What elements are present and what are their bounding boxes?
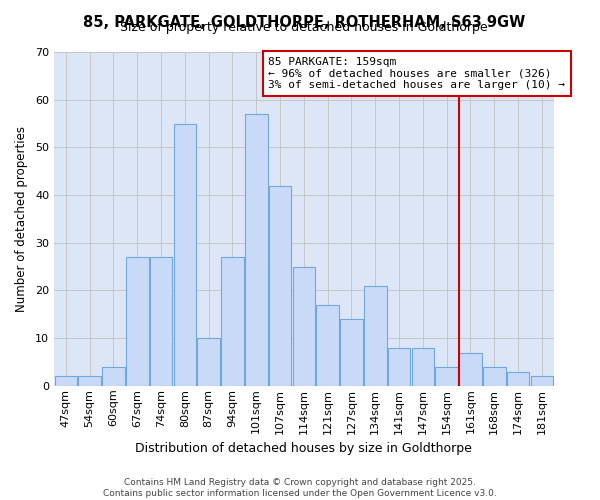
Text: Contains HM Land Registry data © Crown copyright and database right 2025.
Contai: Contains HM Land Registry data © Crown c…: [103, 478, 497, 498]
Bar: [483, 367, 506, 386]
Bar: [55, 376, 77, 386]
Bar: [150, 257, 172, 386]
Bar: [364, 286, 386, 386]
Bar: [316, 305, 339, 386]
Title: 85, PARKGATE, GOLDTHORPE, ROTHERHAM, S63 9GW: 85, PARKGATE, GOLDTHORPE, ROTHERHAM, S63…: [83, 15, 525, 30]
Bar: [293, 266, 315, 386]
Y-axis label: Number of detached properties: Number of detached properties: [15, 126, 28, 312]
Bar: [102, 367, 125, 386]
Bar: [245, 114, 268, 386]
Bar: [388, 348, 410, 386]
Bar: [269, 186, 292, 386]
Text: 85 PARKGATE: 159sqm
← 96% of detached houses are smaller (326)
3% of semi-detach: 85 PARKGATE: 159sqm ← 96% of detached ho…: [268, 57, 565, 90]
Bar: [459, 352, 482, 386]
Bar: [412, 348, 434, 386]
Bar: [507, 372, 529, 386]
Bar: [197, 338, 220, 386]
Bar: [173, 124, 196, 386]
Bar: [340, 319, 363, 386]
Bar: [436, 367, 458, 386]
Bar: [126, 257, 149, 386]
Bar: [530, 376, 553, 386]
Bar: [79, 376, 101, 386]
X-axis label: Distribution of detached houses by size in Goldthorpe: Distribution of detached houses by size …: [136, 442, 472, 455]
Text: Size of property relative to detached houses in Goldthorpe: Size of property relative to detached ho…: [120, 20, 488, 34]
Bar: [221, 257, 244, 386]
